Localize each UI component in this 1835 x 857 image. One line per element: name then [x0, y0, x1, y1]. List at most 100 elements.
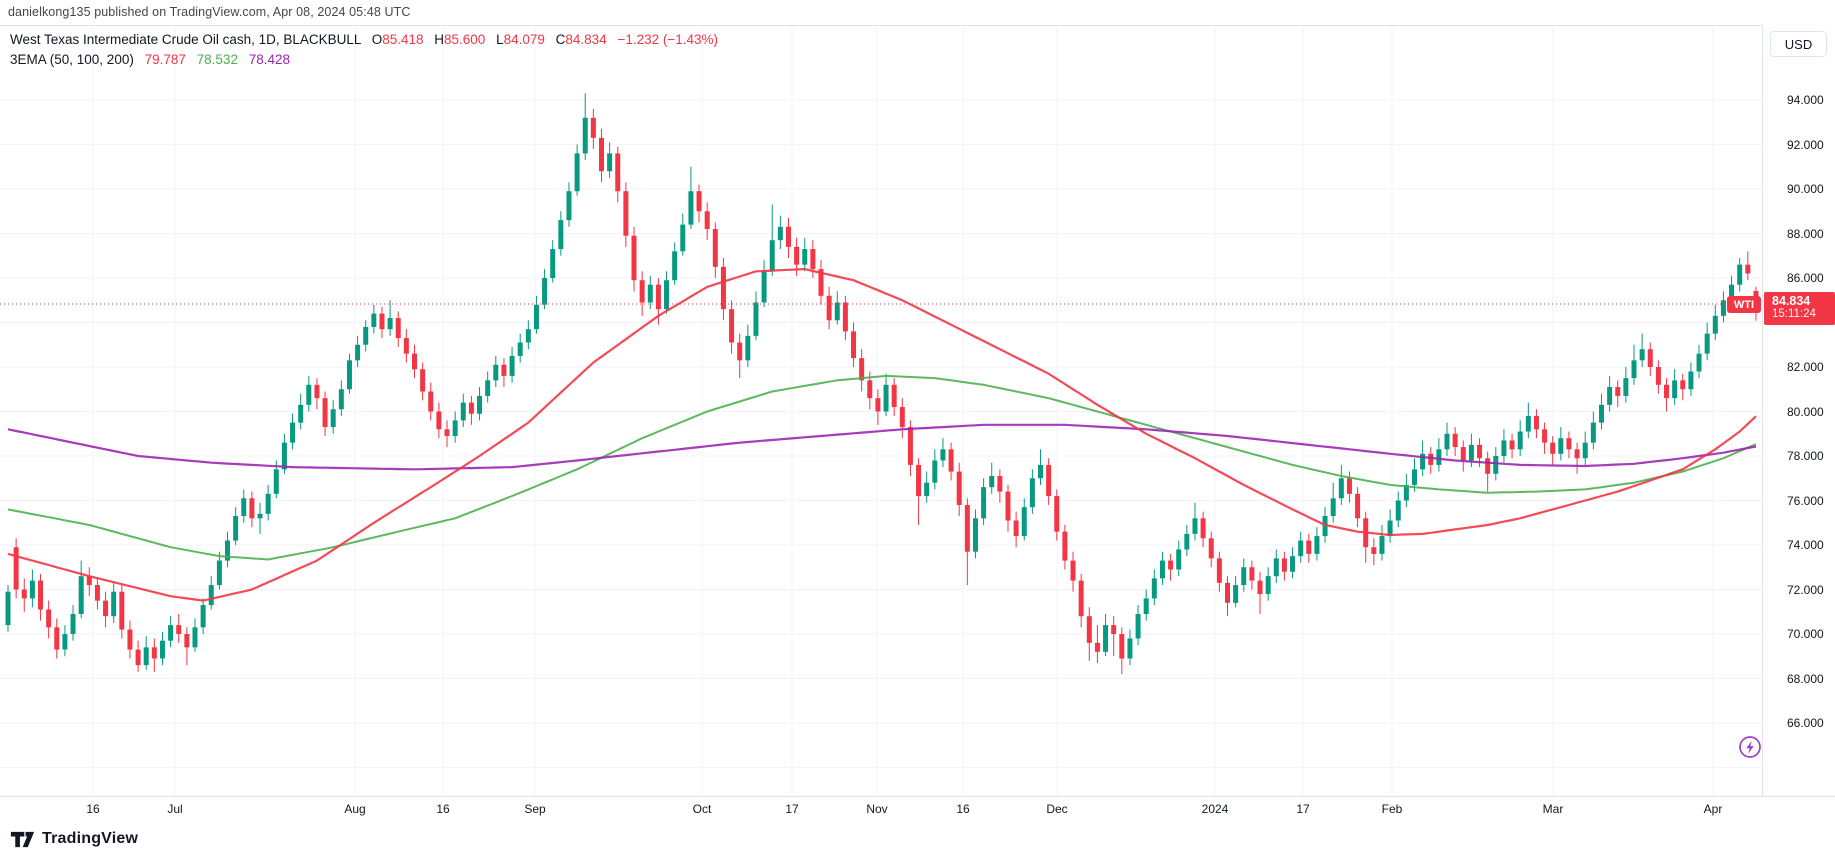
candle-body-down	[859, 358, 865, 381]
candle-body-up	[159, 640, 165, 659]
symbol-legend-row[interactable]: West Texas Intermediate Crude Oil cash, …	[10, 31, 718, 49]
candle-body-up	[1241, 567, 1247, 586]
candle-body-down	[1509, 440, 1515, 450]
candle-body-up	[355, 344, 361, 361]
candle-body-up	[1558, 438, 1564, 454]
publish-header: danielkong135 published on TradingView.c…	[0, 0, 1835, 25]
candle-body-up	[1314, 536, 1320, 554]
candle-body-up	[241, 498, 247, 517]
candle-body-up	[281, 442, 287, 470]
tradingview-logo[interactable]: TradingView	[10, 830, 138, 848]
candle-body-up	[1151, 578, 1157, 599]
candle-body-down	[639, 280, 645, 303]
candle-body-down	[1452, 433, 1458, 448]
candle-body-up	[1688, 371, 1694, 390]
last-price-value: 84.834	[1772, 294, 1811, 308]
low-label: L	[496, 32, 504, 47]
candle-body-up	[29, 580, 35, 599]
candle-body-up	[265, 493, 271, 514]
candle-body-down	[1200, 518, 1206, 539]
candle-body-down	[737, 342, 743, 361]
candle-body-up	[688, 191, 694, 225]
candle-body-down	[1428, 453, 1434, 465]
candle-body-up	[1387, 520, 1393, 537]
chart-legend[interactable]: West Texas Intermediate Crude Oil cash, …	[10, 31, 718, 71]
candle-body-up	[1233, 585, 1239, 603]
boost-lightning-icon[interactable]	[1737, 734, 1763, 760]
candle-body-up	[582, 117, 588, 154]
time-axis-label: Apr	[1703, 802, 1723, 816]
candle-body-up	[1704, 333, 1710, 354]
price-axis-label: 76.000	[1787, 493, 1824, 508]
candle-body-up	[460, 402, 466, 421]
candle-body-up	[607, 153, 613, 172]
candle-body-down	[119, 591, 125, 630]
candle-body-up	[208, 585, 214, 606]
candle-body-down	[1249, 567, 1255, 581]
candle-body-up	[273, 469, 279, 494]
candle-body-up	[1192, 518, 1198, 534]
price-axis-label: 88.000	[1787, 226, 1824, 241]
candle-body-up	[1444, 433, 1450, 450]
candle-body-up	[550, 249, 556, 278]
candle-body-down	[598, 137, 604, 172]
candle-body-down	[403, 338, 409, 354]
candle-body-down	[867, 380, 873, 399]
candle-body-up	[1038, 464, 1044, 479]
candle-body-up	[1493, 456, 1499, 474]
currency-button[interactable]: USD	[1770, 31, 1827, 57]
candle-body-up	[672, 251, 678, 281]
candle-body-down	[1346, 478, 1352, 494]
candle-body-down	[54, 627, 60, 650]
candle-body-up	[509, 355, 515, 376]
ema200-value: 78.428	[248, 52, 291, 67]
candle-body-down	[379, 313, 385, 330]
candle-body-down	[501, 364, 507, 376]
candle-body-up	[363, 326, 369, 345]
candle-body-up	[1729, 284, 1735, 301]
candle-body-down	[997, 476, 1003, 492]
price-axis[interactable]: USD 94.000 92.000 90.000 88.000 86.000 82.000…	[1762, 25, 1835, 820]
open-label: O	[371, 32, 383, 47]
candle-body-up	[1379, 536, 1385, 554]
candle-body-down	[842, 302, 848, 332]
candle-body-down	[1680, 380, 1686, 390]
ema-lines-layer	[7, 268, 1757, 602]
candle-body-up	[1501, 440, 1507, 456]
indicator-legend-row[interactable]: 3EMA (50, 100, 200) 79.787 78.532 78.428	[10, 51, 718, 69]
candle-body-down	[1225, 582, 1230, 603]
candle-body-down	[1647, 349, 1653, 367]
price-axis-label: 72.000	[1787, 582, 1824, 597]
candle-body-up	[1696, 353, 1702, 372]
price-axis-label: 66.000	[1787, 716, 1824, 730]
candle-body-up	[932, 460, 938, 483]
candle-body-down	[1485, 458, 1491, 474]
candle-body-down	[1371, 547, 1377, 554]
candle-body-down	[1615, 387, 1621, 396]
time-axis-label: 2024	[1201, 802, 1229, 816]
candle-body-up	[1598, 404, 1604, 423]
candle-body-up	[1103, 625, 1109, 652]
candle-body-up	[517, 342, 523, 356]
candle-body-down	[964, 504, 970, 552]
candle-body-up	[883, 384, 889, 412]
candle-body-down	[1745, 264, 1751, 274]
candle-body-up	[1590, 422, 1596, 443]
candle-body-up	[533, 304, 539, 330]
candle-body-up	[452, 420, 458, 436]
price-axis-label: 78.000	[1787, 449, 1824, 463]
candle-body-up	[664, 280, 670, 310]
ema50-value: 79.787	[144, 52, 186, 67]
time-axis-label: Oct	[692, 802, 712, 816]
candle-body-down	[444, 429, 450, 436]
open-value: 85.418	[382, 32, 424, 47]
candle-body-down	[436, 411, 442, 430]
candle-body-up	[257, 513, 263, 519]
candle-body-up	[574, 153, 580, 192]
chart-canvas[interactable]	[0, 25, 1762, 796]
candle-body-up	[1127, 638, 1133, 659]
time-axis[interactable]: 16 Jul Aug 16 Sep Oct 17 Nov 16 Dec 2024 17 Feb Mar Ap…	[0, 796, 1835, 822]
candle-body-down	[810, 249, 816, 270]
header-divider	[0, 25, 1835, 26]
